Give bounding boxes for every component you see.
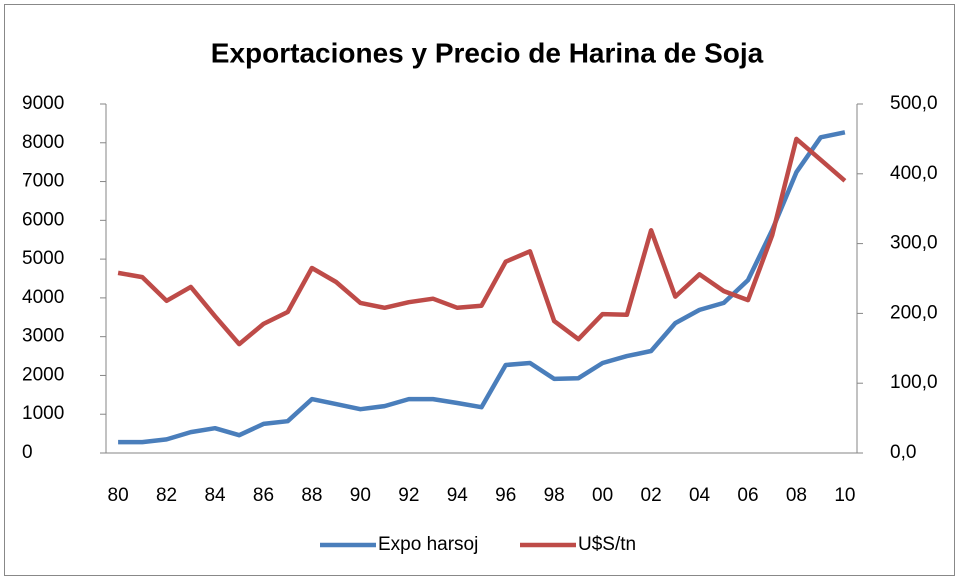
y2-tick-label: 200,0 — [890, 302, 938, 323]
x-tick-label: 08 — [786, 485, 807, 506]
y-tick-label: 1000 — [22, 403, 64, 424]
chart-border — [4, 4, 955, 576]
x-tick-label: 02 — [641, 485, 662, 506]
x-tick-label: 90 — [350, 485, 371, 506]
x-tick-label: 82 — [156, 485, 177, 506]
x-tick-label: 00 — [592, 485, 613, 506]
y2-tick-label: 100,0 — [890, 372, 938, 393]
legend-label: U$S/tn — [578, 534, 636, 555]
y-tick-label: 8000 — [22, 132, 64, 153]
y2-tick-label: 400,0 — [890, 163, 938, 184]
x-tick-label: 80 — [108, 485, 129, 506]
y-tick-label: 6000 — [22, 209, 64, 230]
y-tick-label: 9000 — [22, 93, 64, 114]
legend-label: Expo harsoj — [378, 534, 478, 555]
y-tick-label: 4000 — [22, 287, 64, 308]
x-tick-label: 94 — [447, 485, 469, 506]
y2-tick-label: 0,0 — [890, 442, 916, 463]
x-tick-label: 96 — [495, 485, 516, 506]
x-tick-label: 92 — [398, 485, 419, 506]
y-tick-label: 3000 — [22, 326, 64, 347]
y-tick-label: 7000 — [22, 171, 64, 192]
x-tick-label: 10 — [834, 485, 855, 506]
x-tick-label: 04 — [689, 485, 711, 506]
x-tick-label: 84 — [204, 485, 226, 506]
y-tick-label: 2000 — [22, 364, 64, 385]
y2-tick-label: 500,0 — [890, 93, 938, 114]
x-tick-label: 86 — [253, 485, 274, 506]
x-tick-label: 98 — [544, 485, 565, 506]
x-tick-label: 88 — [301, 485, 322, 506]
series-line — [118, 130, 846, 445]
y-tick-label: 0 — [22, 442, 33, 463]
y-tick-label: 5000 — [22, 248, 64, 269]
chart-title: Exportaciones y Precio de Harina de Soja — [211, 37, 764, 68]
series-line — [117, 136, 847, 347]
x-tick-label: 06 — [737, 485, 758, 506]
y2-tick-label: 300,0 — [890, 233, 938, 254]
